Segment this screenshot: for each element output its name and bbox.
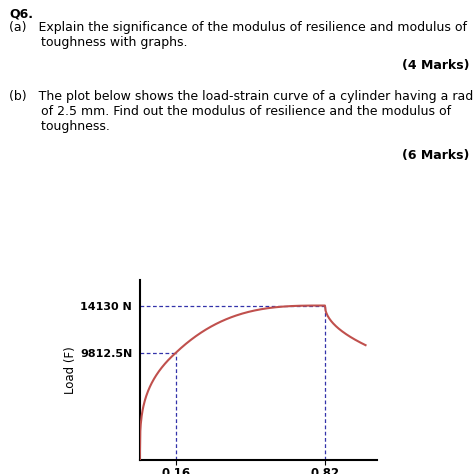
Text: (4 Marks): (4 Marks) [402, 59, 469, 72]
Text: (6 Marks): (6 Marks) [402, 149, 469, 162]
Y-axis label: Load (F): Load (F) [64, 346, 77, 393]
Text: (b)   The plot below shows the load-strain curve of a cylinder having a radius
 : (b) The plot below shows the load-strain… [9, 90, 474, 133]
Text: Q6.: Q6. [9, 7, 34, 20]
Text: (a)   Explain the significance of the modulus of resilience and modulus of
     : (a) Explain the significance of the modu… [9, 21, 467, 49]
